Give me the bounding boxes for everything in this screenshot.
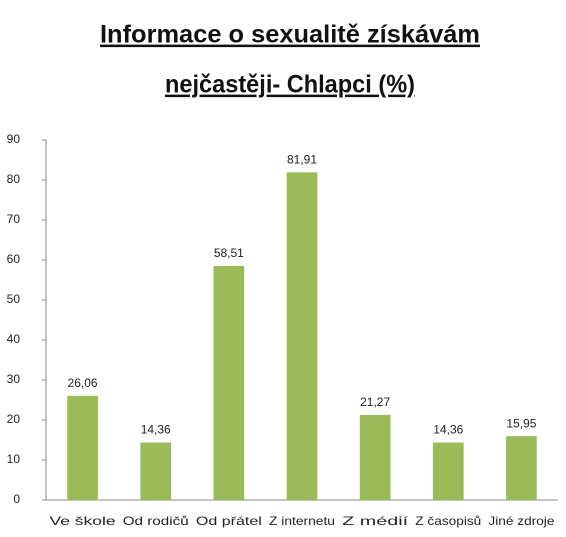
data-label: 21,27: [360, 395, 390, 409]
x-tick-label: Ve škole: [50, 514, 116, 528]
x-tick-label: Z médií: [342, 514, 409, 528]
y-tick-label: 80: [7, 172, 21, 186]
data-label: 26,06: [68, 376, 98, 390]
data-label: 15,95: [506, 416, 536, 430]
y-tick-label: 50: [7, 292, 21, 306]
x-tick-label: Z časopisů: [415, 514, 481, 528]
data-label: 14,36: [433, 423, 463, 437]
y-tick-label: 40: [7, 332, 21, 346]
bar: [213, 265, 245, 500]
bar: [286, 172, 318, 501]
y-tick-label: 30: [7, 372, 21, 386]
data-label: 81,91: [287, 153, 317, 167]
data-label: 58,51: [214, 246, 244, 260]
y-tick-label: 70: [7, 212, 21, 226]
y-tick-label: 90: [7, 132, 21, 146]
x-tick-label: Od rodičů: [123, 514, 189, 528]
bar: [140, 442, 172, 500]
bar: [67, 395, 98, 500]
bar: [432, 442, 464, 500]
x-tick-label: Od přátel: [196, 514, 262, 528]
x-tick-label: Jiné zdroje: [488, 514, 554, 528]
chart-title: Informace o sexualitě získávám: [100, 21, 480, 49]
x-tick-label: Z internetu: [269, 514, 335, 528]
y-tick-label: 0: [13, 492, 20, 506]
bar: [359, 414, 391, 500]
data-label: 14,36: [141, 423, 171, 437]
y-tick-label: 60: [7, 252, 21, 266]
bar: [506, 436, 537, 500]
y-tick-label: 10: [7, 452, 21, 466]
chart-title: nejčastěji- Chlapci (%): [165, 71, 415, 99]
y-tick-label: 20: [7, 412, 21, 426]
